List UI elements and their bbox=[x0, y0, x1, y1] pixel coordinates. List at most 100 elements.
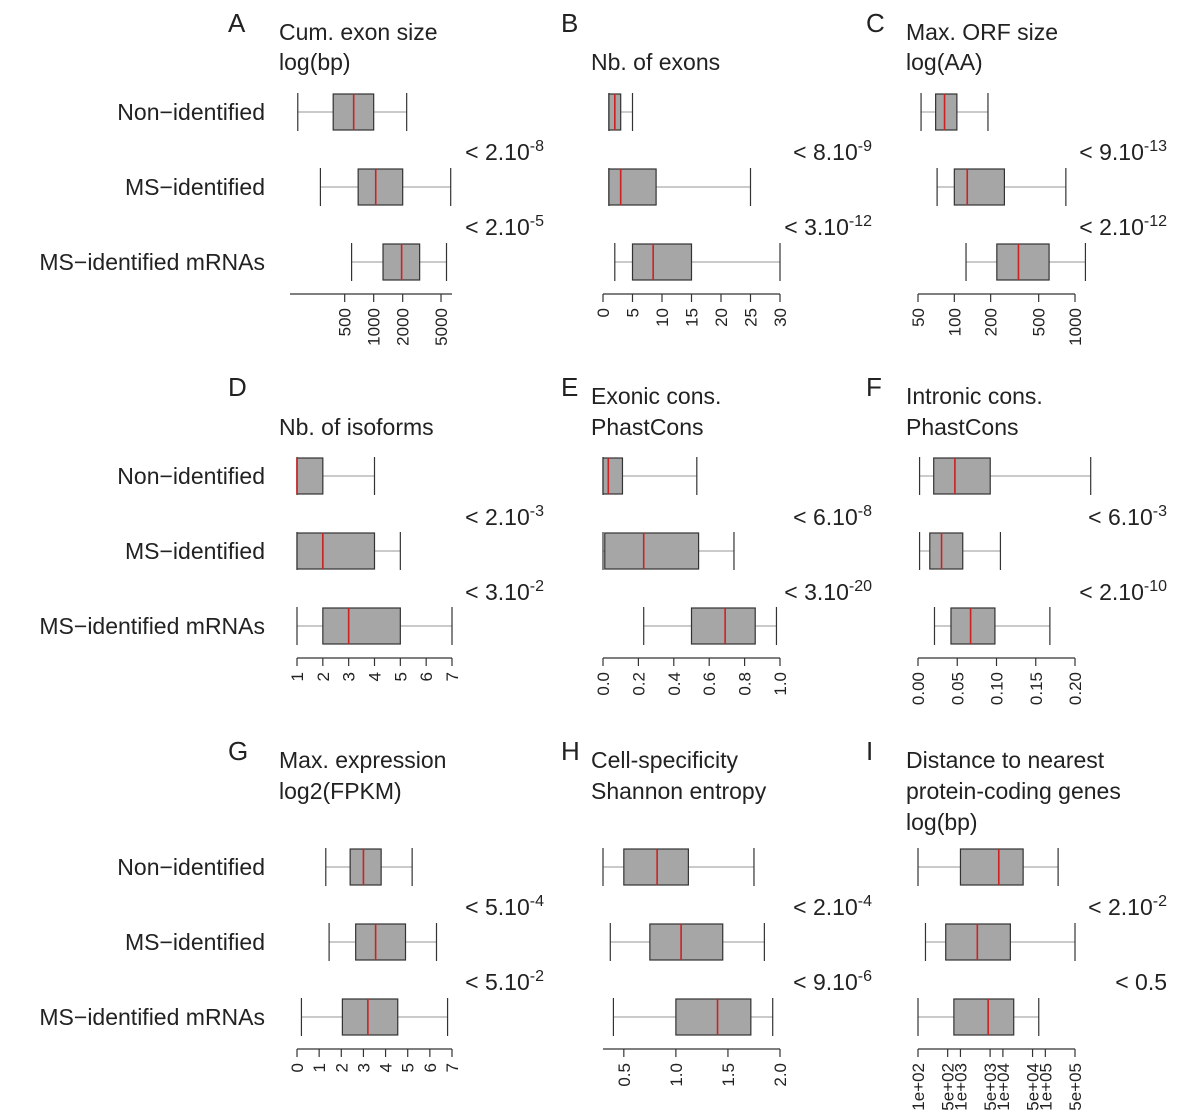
box-2 bbox=[609, 923, 765, 961]
row-label: MS−identified mRNAs bbox=[39, 613, 265, 639]
tick-label: 0 bbox=[594, 308, 613, 317]
iqr-box bbox=[623, 848, 689, 886]
tick-label: 5e+02 bbox=[939, 1063, 958, 1111]
iqr-box bbox=[690, 607, 756, 645]
panel-letter: E bbox=[561, 372, 578, 402]
tick-label: 0.6 bbox=[700, 672, 719, 696]
tick-label: 1.0 bbox=[667, 1063, 686, 1087]
panel-title: log(AA) bbox=[906, 49, 983, 75]
iqr-box bbox=[959, 848, 1024, 886]
tick-label: 5e+03 bbox=[981, 1063, 1000, 1111]
panel-letter: C bbox=[866, 8, 885, 38]
p-value: < 9.10-6 bbox=[793, 968, 872, 995]
box-2 bbox=[328, 923, 438, 961]
tick-label: 1000 bbox=[1066, 308, 1085, 346]
box-2 bbox=[936, 168, 1067, 206]
p-value: < 8.10-9 bbox=[793, 138, 872, 165]
row-label: MS−identified bbox=[125, 538, 265, 564]
tick-label: 0.8 bbox=[736, 672, 755, 696]
tick-label: 0 bbox=[288, 1063, 307, 1072]
p-value: < 3.10-12 bbox=[784, 213, 872, 240]
iqr-box bbox=[953, 168, 1006, 206]
tick-label: 10 bbox=[653, 308, 672, 327]
tick-label: 500 bbox=[336, 308, 355, 336]
box-2 bbox=[602, 532, 735, 570]
box-2 bbox=[319, 168, 452, 206]
tick-label: 7 bbox=[443, 672, 462, 681]
tick-label: 0.0 bbox=[594, 672, 613, 696]
panel-title: Nb. of isoforms bbox=[279, 414, 434, 440]
tick-label: 500 bbox=[1030, 308, 1049, 336]
panel-letter: H bbox=[561, 736, 580, 766]
tick-label: 25 bbox=[742, 308, 761, 327]
p-value: < 2.10-3 bbox=[465, 503, 544, 530]
tick-label: 0.00 bbox=[909, 672, 928, 705]
tick-label: 5 bbox=[391, 672, 410, 681]
panel-title: Shannon entropy bbox=[591, 778, 767, 804]
panel-title: log2(FPKM) bbox=[279, 778, 402, 804]
tick-label: 6 bbox=[421, 1063, 440, 1072]
box-3 bbox=[351, 243, 448, 281]
x-axis: 50 100 200 500 1000 bbox=[909, 293, 1085, 346]
x-axis: 0.00 0.05 0.10 0.15 0.20 bbox=[909, 657, 1085, 705]
iqr-box bbox=[996, 243, 1050, 281]
tick-label: 1.0 bbox=[771, 672, 790, 696]
p-value: < 2.10-10 bbox=[1079, 578, 1167, 605]
iqr-box bbox=[355, 923, 407, 961]
panel-title: Intronic cons. bbox=[906, 383, 1043, 409]
box-1 bbox=[917, 848, 1059, 886]
box-1 bbox=[602, 457, 698, 495]
box-1 bbox=[297, 93, 408, 131]
iqr-box bbox=[929, 532, 964, 570]
row-label: Non−identified bbox=[117, 854, 265, 880]
tick-label: 30 bbox=[771, 308, 790, 327]
p-value: < 2.10-5 bbox=[465, 213, 544, 240]
tick-label: 1e+03 bbox=[951, 1063, 970, 1111]
tick-label: 1.5 bbox=[719, 1063, 738, 1087]
x-axis: 0.0 0.2 0.4 0.6 0.8 1.0 bbox=[594, 657, 790, 696]
tick-label: 3 bbox=[340, 672, 359, 681]
box-3 bbox=[296, 607, 453, 645]
tick-label: 0.05 bbox=[948, 672, 967, 705]
tick-label: 200 bbox=[982, 308, 1001, 336]
p-value: < 9.10-13 bbox=[1079, 138, 1167, 165]
iqr-box bbox=[357, 168, 404, 206]
box-1 bbox=[325, 848, 413, 886]
iqr-box bbox=[935, 93, 958, 131]
p-value: < 2.10-12 bbox=[1079, 213, 1167, 240]
iqr-box bbox=[322, 607, 401, 645]
panel-title: log(bp) bbox=[279, 49, 351, 75]
box-3 bbox=[300, 998, 449, 1036]
panel-letter: I bbox=[866, 736, 873, 766]
tick-label: 7 bbox=[443, 1063, 462, 1072]
tick-label: 2 bbox=[314, 672, 333, 681]
tick-label: 0.5 bbox=[615, 1063, 634, 1087]
row-label: MS−identified mRNAs bbox=[39, 249, 265, 275]
tick-label: 0.15 bbox=[1027, 672, 1046, 705]
p-value: < 6.10-3 bbox=[1088, 503, 1167, 530]
panel-b: B Nb. of exons < 8.10-9 < 3.10-12 0 5 10 15 20 25… bbox=[561, 8, 872, 327]
tick-label: 6 bbox=[417, 672, 436, 681]
iqr-box bbox=[675, 998, 752, 1036]
box-3 bbox=[933, 607, 1051, 645]
tick-label: 2000 bbox=[394, 308, 413, 346]
tick-label: 2 bbox=[332, 1063, 351, 1072]
panel-title: PhastCons bbox=[906, 414, 1019, 440]
panel-d: D Nb. of isoforms < 2.10-3 < 3.10-2 1 2 3 4 5 6 7 bbox=[228, 372, 544, 681]
box-3 bbox=[917, 998, 1040, 1036]
panel-title: Exonic cons. bbox=[591, 383, 721, 409]
iqr-box bbox=[604, 532, 700, 570]
tick-label: 5e+04 bbox=[1024, 1063, 1043, 1111]
box-2 bbox=[608, 168, 752, 206]
box-1 bbox=[296, 457, 376, 495]
tick-label: 1 bbox=[310, 1063, 329, 1072]
tick-label: 4 bbox=[377, 1063, 396, 1072]
panel-i: I Distance to nearest protein-coding genes… bbox=[866, 736, 1167, 1111]
box-3 bbox=[965, 243, 1087, 281]
tick-label: 0.10 bbox=[988, 672, 1007, 705]
x-axis: 0.5 1.0 1.5 2.0 bbox=[603, 1048, 790, 1087]
p-value: < 6.10-8 bbox=[793, 503, 872, 530]
